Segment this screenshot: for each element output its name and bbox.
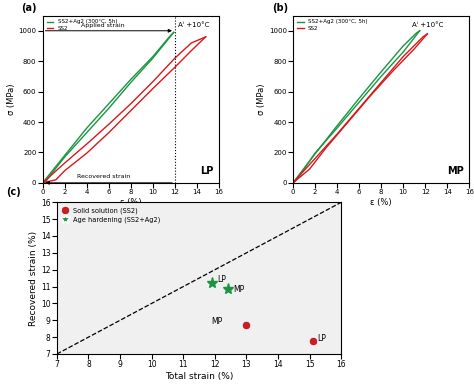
Text: MP: MP bbox=[212, 317, 223, 326]
Y-axis label: Recovered strain (%): Recovered strain (%) bbox=[29, 231, 38, 326]
X-axis label: ε (%): ε (%) bbox=[370, 198, 392, 207]
Text: Applied strain: Applied strain bbox=[82, 23, 125, 28]
Legend: SS2+Ag2 (300°C, 5h), SS2: SS2+Ag2 (300°C, 5h), SS2 bbox=[46, 18, 118, 32]
Text: Aⁱ +10°C: Aⁱ +10°C bbox=[412, 22, 443, 28]
Text: LP: LP bbox=[201, 166, 214, 176]
Text: MP: MP bbox=[233, 286, 245, 294]
Legend: SS2+Ag2 (300°C, 5h), SS2: SS2+Ag2 (300°C, 5h), SS2 bbox=[296, 18, 369, 32]
X-axis label: ε (%): ε (%) bbox=[120, 198, 142, 207]
Text: (b): (b) bbox=[272, 3, 288, 12]
Text: (a): (a) bbox=[21, 3, 37, 12]
Legend: Solid solution (SS2), Age hardening (SS2+Ag2): Solid solution (SS2), Age hardening (SS2… bbox=[60, 206, 162, 224]
X-axis label: Total strain (%): Total strain (%) bbox=[165, 372, 233, 381]
Text: Aⁱ +10°C: Aⁱ +10°C bbox=[178, 22, 210, 28]
Text: (c): (c) bbox=[6, 187, 20, 197]
Text: MP: MP bbox=[447, 166, 464, 176]
Text: LP: LP bbox=[218, 275, 226, 284]
Text: Recovered strain: Recovered strain bbox=[77, 174, 130, 179]
Y-axis label: σ (MPa): σ (MPa) bbox=[257, 84, 266, 115]
Text: LP: LP bbox=[318, 333, 327, 342]
Y-axis label: σ (MPa): σ (MPa) bbox=[7, 84, 16, 115]
